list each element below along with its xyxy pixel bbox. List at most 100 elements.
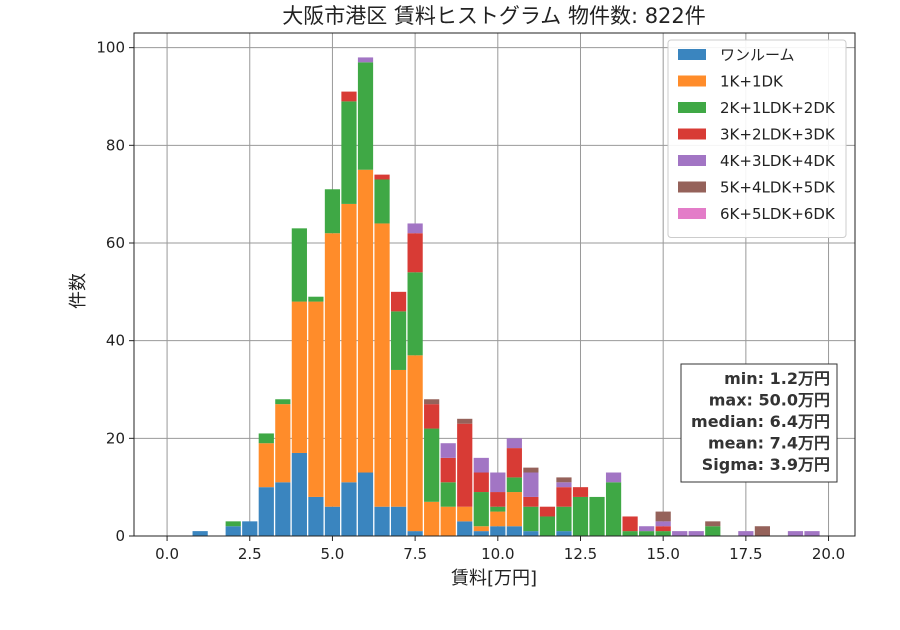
bar-segment-series-0 <box>490 526 506 536</box>
bar-segment-series-2 <box>539 516 556 536</box>
bar-segment-series-2 <box>424 428 440 502</box>
bar-segment-series-3 <box>490 492 506 507</box>
bar-segment-series-1 <box>440 506 456 536</box>
stats-frame <box>680 363 838 483</box>
bar-segment-series-4 <box>357 57 374 63</box>
bar-segment-series-5 <box>457 418 473 424</box>
bar-segment-series-5 <box>424 399 440 405</box>
bar-segment-series-1 <box>357 169 374 473</box>
legend-label: 2K+1LDK+2DK <box>720 99 836 117</box>
stats-line: max: 50.0万円 <box>709 391 830 410</box>
bar-segment-series-4 <box>787 531 804 536</box>
bar-segment-series-2 <box>473 492 489 527</box>
bar-segment-series-3 <box>473 472 489 493</box>
bar-segment-series-3 <box>440 457 456 483</box>
bar-segment-series-4 <box>490 472 506 493</box>
y-axis-ticks: 0 20 40 60 80 100 <box>96 39 134 545</box>
legend-swatch <box>678 155 706 166</box>
y-tick-label: 40 <box>106 332 125 350</box>
legend-swatch <box>678 102 706 113</box>
bar-segment-series-2 <box>258 433 274 444</box>
bar-segment-series-5 <box>655 511 671 522</box>
bar-segment-series-1 <box>506 492 522 527</box>
bar-segment-series-2 <box>291 228 307 302</box>
bar-segment-series-2 <box>605 482 622 536</box>
bar-segment-series-4 <box>556 482 572 488</box>
bar-segment-series-0 <box>242 521 258 536</box>
legend-swatch <box>678 181 706 193</box>
bar-segment-series-0 <box>407 531 423 536</box>
x-axis-ticks: 0.0 2.5 5.0 7.5 10.0 12.5 15.0 17.5 20.0 <box>155 536 845 563</box>
bar-segment-series-2 <box>341 101 357 204</box>
bar-segment-series-2 <box>639 531 655 536</box>
bar-segment-series-0 <box>457 521 473 536</box>
y-tick-label: 20 <box>106 429 125 447</box>
bar-segment-series-2 <box>556 506 572 532</box>
bar-segment-series-3 <box>390 291 407 312</box>
y-tick-label: 80 <box>106 136 125 154</box>
bar-segment-series-4 <box>605 472 622 483</box>
stats-box: min: 1.2万円 max: 50.0万円 median: 6.4万円 mean: … <box>680 363 838 483</box>
y-tick-label: 60 <box>106 234 125 252</box>
bar-segment-series-5 <box>523 467 539 473</box>
bar-segment-series-4 <box>804 531 820 536</box>
bars <box>192 57 820 536</box>
bar-segment-series-3 <box>457 423 473 507</box>
bar-segment-series-3 <box>622 516 638 532</box>
x-tick-label: 7.5 <box>403 545 427 563</box>
bar-segment-series-0 <box>523 531 539 536</box>
bar-segment-series-5 <box>754 526 770 536</box>
bar-segment-series-1 <box>424 501 440 536</box>
legend-swatch <box>678 49 706 60</box>
legend: ワンルーム 1K+1DK 2K+1LDK+2DK 3K+2LDK+3DK 4K+3LDK… <box>667 39 847 238</box>
bar-segment-series-1 <box>407 355 423 532</box>
bar-segment-series-0 <box>556 531 572 536</box>
bar-segment-series-2 <box>374 179 390 224</box>
plot-frame <box>133 32 856 537</box>
stats-line: Sigma: 3.9万円 <box>702 455 830 474</box>
bar-segment-series-3 <box>424 404 440 429</box>
legend-label: 6K+5LDK+6DK <box>720 205 836 223</box>
bar-segment-series-5 <box>556 477 572 483</box>
legend-label: 4K+3LDK+4DK <box>720 152 836 170</box>
legend-label: 3K+2LDK+3DK <box>720 126 836 144</box>
stats-line: min: 1.2万円 <box>724 369 830 388</box>
bar-segment-series-2 <box>705 526 721 536</box>
bar-segment-series-4 <box>523 472 539 497</box>
x-tick-label: 12.5 <box>564 545 597 563</box>
bar-segment-series-1 <box>457 506 473 522</box>
bar-segment-series-2 <box>655 531 671 536</box>
x-tick-label: 2.5 <box>238 545 262 563</box>
legend-label: 5K+4LDK+5DK <box>720 179 836 197</box>
legend-label: ワンルーム <box>720 46 795 64</box>
bar-segment-series-2 <box>440 482 456 507</box>
bar-segment-series-0 <box>390 506 407 536</box>
bar-segment-series-0 <box>258 487 274 536</box>
bar-segment-series-0 <box>225 526 241 536</box>
bar-segment-series-2 <box>324 189 341 234</box>
bar-segment-series-1 <box>324 233 341 507</box>
bar-segment-series-1 <box>473 526 489 532</box>
bar-segment-series-4 <box>655 521 671 527</box>
x-tick-label: 0.0 <box>155 545 179 563</box>
bar-segment-series-3 <box>374 174 390 180</box>
bar-segment-series-2 <box>407 272 423 356</box>
bar-segment-series-4 <box>407 223 423 234</box>
x-tick-label: 10.0 <box>481 545 514 563</box>
bar-segment-series-3 <box>506 448 522 478</box>
bar-segment-series-0 <box>275 482 291 536</box>
bar-segment-series-1 <box>275 404 291 483</box>
bar-segment-series-3 <box>539 506 556 517</box>
bar-segment-series-4 <box>440 443 456 458</box>
bar-segment-series-1 <box>390 369 407 507</box>
bar-segment-series-0 <box>473 531 489 536</box>
stats-line: mean: 7.4万円 <box>708 434 830 453</box>
bar-segment-series-2 <box>490 506 506 512</box>
bar-segment-series-2 <box>572 496 589 536</box>
y-axis-label: 件数 <box>68 273 89 309</box>
bar-segment-series-2 <box>275 399 291 405</box>
bar-segment-series-1 <box>490 511 506 527</box>
legend-swatch <box>678 75 706 87</box>
bar-segment-series-0 <box>308 496 324 536</box>
bar-segment-series-4 <box>639 526 655 532</box>
